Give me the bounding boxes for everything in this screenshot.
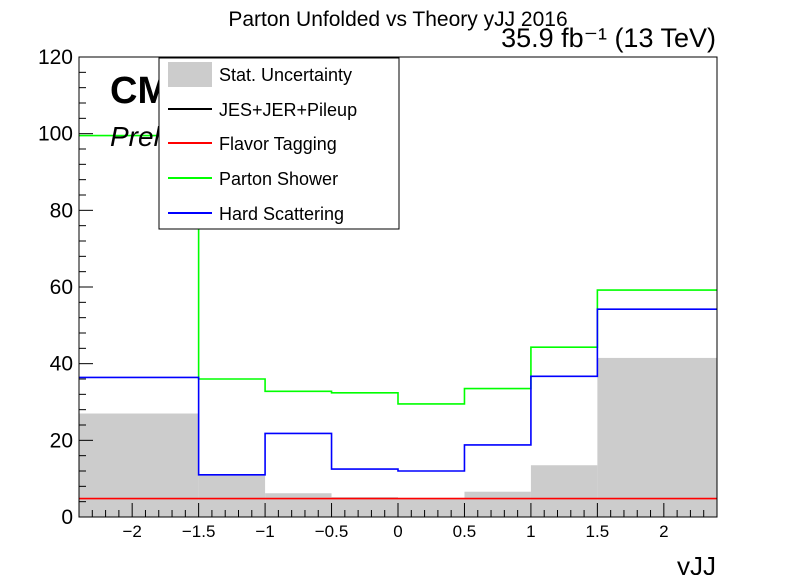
legend-swatch-stat-uncertainty [168,62,212,87]
y-tick-label-0: 0 [61,506,73,529]
y-tick-label-4: 80 [50,199,73,222]
legend-label-stat-uncertainty: Stat. Uncertainty [219,65,352,85]
x-tick-label-1: −1.5 [182,522,216,541]
stat-uncertainty-bin-7 [597,357,717,517]
stat-uncertainty-bin-4 [398,497,465,517]
histogram-layer [79,134,717,517]
y-tick-label-5: 100 [38,123,73,146]
legend-label-flavor-tagging: Flavor Tagging [219,134,337,154]
x-axis-label: yJJ [677,551,716,575]
legend: Stat. Uncertainty JES+JER+Pileup Flavor Ta… [158,57,400,230]
hard-scattering-line [79,308,717,476]
stat-uncertainty-bin-2 [265,493,332,517]
y-tick-label-6: 120 [38,46,73,69]
legend-label-jes-jer-pileup: JES+JER+Pileup [219,100,357,120]
axes-layer: 0 20 40 60 80 100 120 −2 −1.5 −1 −0.5 0 0.5 1 1.5 2 [38,46,718,541]
x-tick-label-6: 1 [526,522,535,541]
stat-uncertainty-bin-6 [530,465,598,517]
legend-label-hard-scattering: Hard Scattering [219,204,344,224]
stat-uncertainty-bin-5 [464,491,531,517]
y-tick-label-3: 60 [50,276,73,299]
x-tick-label-5: 0.5 [453,522,477,541]
y-tick-label-1: 20 [50,429,73,452]
x-tick-label-7: 1.5 [586,522,610,541]
stat-uncertainty-bin-1 [198,474,266,517]
x-tick-label-2: −1 [255,522,274,541]
stat-uncertainty-bin-0 [79,413,199,517]
x-tick-label-0: −2 [122,522,141,541]
parton-shower-line [79,134,717,405]
legend-label-parton-shower: Parton Shower [219,169,338,189]
x-tick-label-8: 2 [659,522,668,541]
y-tick-label-2: 40 [50,353,73,376]
x-tick-label-4: 0 [393,522,402,541]
stat-uncertainty-bin-3 [331,497,398,517]
lumi-label: 35.9 fb⁻¹ (13 TeV) [501,23,716,53]
chart-title: Parton Unfolded vs Theory yJJ 2016 [228,8,567,31]
x-tick-label-3: −0.5 [315,522,349,541]
